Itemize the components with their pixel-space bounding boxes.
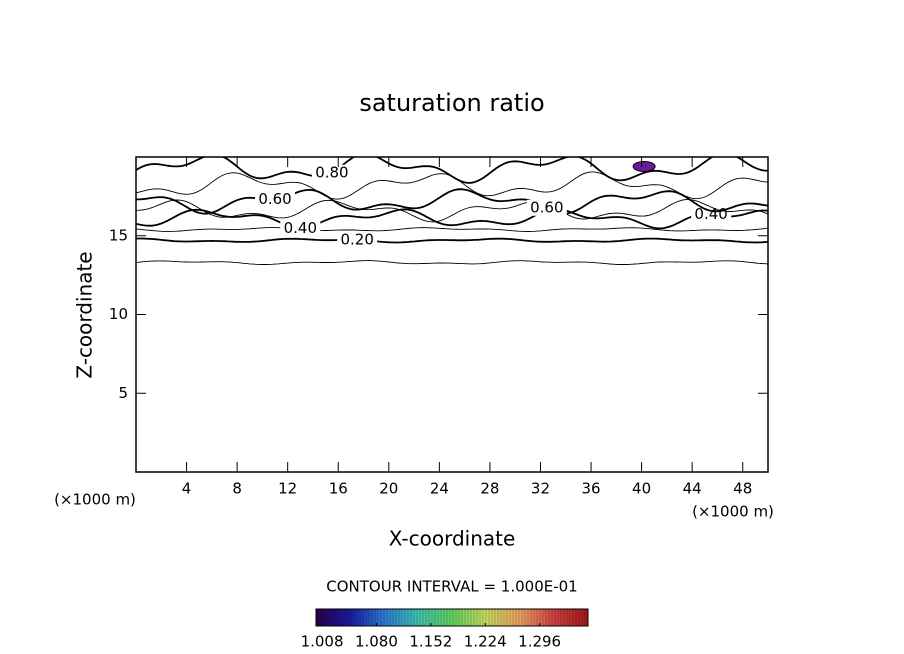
contour-line: [136, 237, 768, 244]
x-tick-label: 4: [182, 480, 192, 498]
label-bg: [280, 220, 321, 237]
colorbar-tick-label: 1.008: [301, 633, 344, 651]
x-tick-label: 40: [632, 480, 651, 498]
label-bg: [526, 199, 567, 216]
contour-line: [136, 207, 768, 230]
chart-title: saturation ratio: [359, 89, 544, 117]
x-tick-label: 12: [278, 480, 297, 498]
colorbar-tick-label: 1.080: [355, 633, 398, 651]
y-tick-label: 5: [118, 384, 128, 402]
label-bg: [337, 231, 378, 248]
contour-label: 0.60: [258, 190, 291, 208]
x-tick-label: 8: [232, 480, 242, 498]
contours: 0.20 0.40 0.40 0.60 0.60 0.80: [136, 157, 768, 265]
colorbar-tick-label: 1.296: [518, 633, 561, 651]
y-unit: (×1000 m): [54, 491, 136, 509]
contour-label: 0.40: [694, 205, 727, 223]
shaded-region: [632, 160, 656, 172]
contour-line: [136, 157, 768, 184]
colorbar-tick-label: 1.152: [409, 633, 452, 651]
x-tick-label: 20: [379, 480, 398, 498]
x-tick-label: 28: [480, 480, 499, 498]
colorbar-tick-label: 1.224: [464, 633, 507, 651]
contour-label: 0.40: [284, 219, 317, 237]
y-tick-label: 15: [109, 226, 128, 244]
colorbar: [315, 608, 589, 627]
contour-line: [136, 199, 768, 223]
x-tick-label: 36: [581, 480, 600, 498]
x-tick-label: 48: [733, 480, 752, 498]
x-axis-label: X-coordinate: [389, 527, 516, 551]
contour-label: 0.60: [530, 198, 563, 216]
y-axis-label: Z-coordinate: [73, 251, 97, 378]
x-unit: (×1000 m): [692, 503, 774, 521]
x-tick-label: 32: [531, 480, 550, 498]
contour-line: [136, 260, 768, 265]
x-tick-label: 44: [683, 480, 702, 498]
label-bg: [311, 164, 352, 181]
contour-line: [136, 227, 768, 232]
contour-interval: CONTOUR INTERVAL = 1.000E-01: [326, 578, 577, 596]
x-tick-label: 24: [430, 480, 449, 498]
label-bg: [255, 191, 296, 208]
plot-frame: [135, 156, 769, 473]
contour-line: [136, 188, 768, 215]
y-tick-label: 10: [109, 305, 128, 323]
x-tick-label: 16: [329, 480, 348, 498]
contour-label: 0.20: [340, 230, 373, 248]
contour-label: 0.80: [315, 163, 348, 181]
